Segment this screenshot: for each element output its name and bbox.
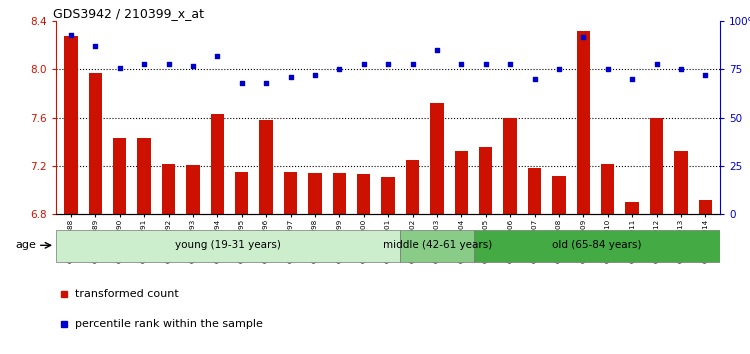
Bar bbox=[674, 152, 688, 214]
Bar bbox=[332, 173, 346, 214]
Bar bbox=[577, 31, 590, 214]
Bar bbox=[113, 138, 127, 214]
Point bbox=[626, 76, 638, 82]
Point bbox=[163, 61, 175, 67]
Point bbox=[578, 34, 590, 40]
Bar bbox=[56, 230, 400, 262]
Bar bbox=[308, 173, 322, 214]
Point bbox=[650, 61, 662, 67]
Point bbox=[138, 61, 150, 67]
Bar bbox=[162, 164, 176, 214]
Point bbox=[260, 80, 272, 86]
Point bbox=[455, 61, 467, 67]
Point bbox=[431, 47, 443, 53]
Bar bbox=[284, 172, 297, 214]
Point bbox=[406, 61, 418, 67]
Point bbox=[211, 53, 223, 59]
Point bbox=[284, 74, 296, 80]
Text: transformed count: transformed count bbox=[75, 289, 178, 299]
Bar bbox=[430, 103, 444, 214]
Bar bbox=[479, 147, 493, 214]
Text: old (65-84 years): old (65-84 years) bbox=[552, 240, 642, 250]
Bar bbox=[552, 176, 566, 214]
Bar bbox=[137, 138, 151, 214]
Point bbox=[89, 44, 101, 49]
Bar bbox=[503, 118, 517, 214]
Point bbox=[382, 61, 394, 67]
Bar bbox=[626, 202, 639, 214]
Bar bbox=[211, 114, 224, 214]
Point bbox=[504, 61, 516, 67]
Point bbox=[602, 67, 613, 72]
Point bbox=[699, 73, 711, 78]
Bar bbox=[699, 200, 712, 214]
Point bbox=[675, 67, 687, 72]
Bar bbox=[260, 120, 273, 214]
Bar bbox=[454, 152, 468, 214]
Text: middle (42-61 years): middle (42-61 years) bbox=[382, 240, 492, 250]
Point bbox=[236, 80, 248, 86]
Point bbox=[480, 61, 492, 67]
Text: young (19-31 years): young (19-31 years) bbox=[176, 240, 281, 250]
Point bbox=[114, 65, 126, 70]
Bar bbox=[357, 175, 370, 214]
Bar bbox=[474, 230, 720, 262]
Bar bbox=[64, 36, 77, 214]
Bar bbox=[650, 118, 663, 214]
Bar bbox=[235, 172, 248, 214]
Bar bbox=[406, 160, 419, 214]
Bar bbox=[88, 73, 102, 214]
Text: age: age bbox=[16, 240, 37, 250]
Point bbox=[553, 67, 565, 72]
Bar bbox=[186, 165, 200, 214]
Bar bbox=[601, 164, 614, 214]
Bar bbox=[528, 169, 542, 214]
Bar bbox=[382, 177, 394, 214]
Point bbox=[187, 63, 199, 68]
Text: percentile rank within the sample: percentile rank within the sample bbox=[75, 319, 262, 329]
Point bbox=[333, 67, 345, 72]
Text: GDS3942 / 210399_x_at: GDS3942 / 210399_x_at bbox=[53, 7, 204, 20]
Point bbox=[65, 32, 77, 38]
Point bbox=[529, 76, 541, 82]
Bar bbox=[400, 230, 474, 262]
Point bbox=[309, 73, 321, 78]
Point bbox=[358, 61, 370, 67]
